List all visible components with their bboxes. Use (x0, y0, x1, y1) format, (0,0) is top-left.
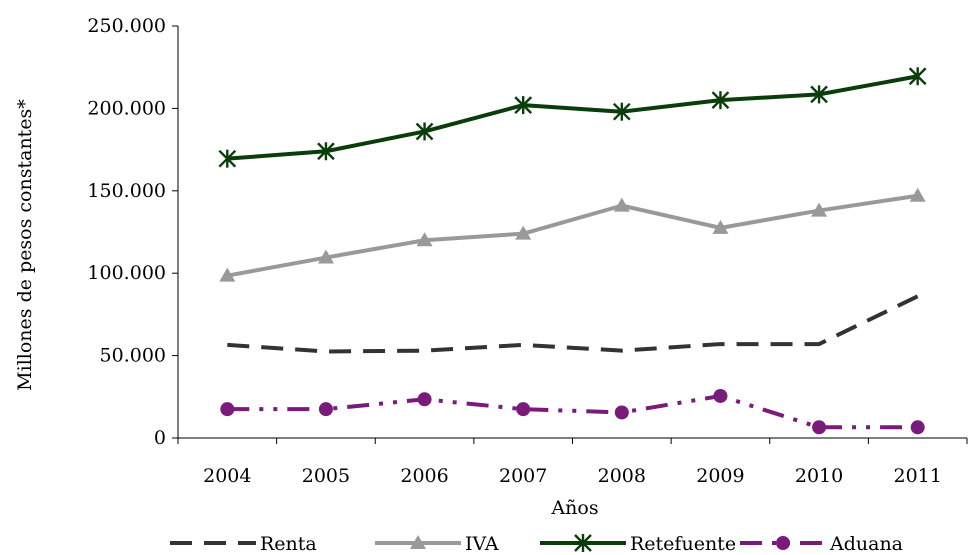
legend: Renta IVA Retefuente Aduana (170, 533, 903, 555)
x-tick-label: 2010 (795, 465, 843, 487)
legend-item-iva: IVA (375, 533, 499, 555)
legend-label-iva: IVA (465, 533, 499, 555)
data-point-iva (613, 197, 630, 212)
data-point-iva (811, 202, 828, 217)
series-renta (227, 294, 919, 354)
series-line-iva (226, 193, 918, 278)
data-point-iva (416, 232, 433, 247)
series-iva (219, 187, 926, 282)
series-line-retefuente (227, 74, 919, 161)
y-tick-label: 100.000 (87, 262, 166, 284)
y-tick-label: 200.000 (87, 97, 166, 119)
legend-marker-aduana (776, 536, 790, 550)
legend-marker-iva (410, 535, 426, 549)
y-tick-label: 250.000 (87, 15, 166, 37)
data-point-aduana (614, 405, 629, 420)
data-point-retefuente (612, 102, 631, 121)
x-axis-title: Años (550, 497, 598, 519)
y-tick-label: 50.000 (100, 345, 166, 367)
data-point-aduana (220, 402, 235, 417)
x-tick-label: 2004 (203, 465, 251, 487)
x-tick-label: 2006 (400, 465, 448, 487)
data-point-iva (317, 249, 334, 264)
data-point-retefuente (908, 67, 927, 86)
x-tick-labels: 2004 2005 2006 2007 2008 2009 2010 2011 (203, 465, 942, 487)
data-point-aduana (516, 402, 531, 417)
series-layer (218, 67, 927, 435)
data-point-retefuente (514, 96, 533, 115)
x-tick-label: 2008 (598, 465, 646, 487)
data-point-iva (219, 267, 236, 282)
data-point-aduana (812, 420, 827, 435)
x-tick-label: 2011 (894, 465, 942, 487)
y-tick-label: 150.000 (87, 180, 166, 202)
legend-item-retefuente: Retefuente (540, 533, 736, 555)
x-tick-label: 2005 (302, 465, 350, 487)
data-point-aduana (417, 392, 432, 407)
legend-item-aduana: Aduana (740, 533, 903, 555)
legend-marker-retefuente (574, 534, 592, 552)
y-tick-label: 0 (154, 427, 166, 449)
data-point-retefuente (711, 91, 730, 110)
data-point-retefuente (218, 149, 237, 168)
series-retefuente (218, 67, 927, 168)
data-point-iva (712, 219, 729, 234)
axes (172, 25, 968, 444)
series-aduana (220, 388, 925, 435)
series-line-aduana (227, 393, 918, 430)
data-point-iva (909, 187, 926, 202)
x-tick-label: 2009 (696, 465, 744, 487)
data-point-iva (515, 225, 532, 240)
data-point-aduana (318, 402, 333, 417)
legend-item-renta: Renta (170, 533, 317, 555)
x-tick-label: 2007 (499, 465, 547, 487)
data-point-aduana (910, 420, 925, 435)
data-point-retefuente (810, 85, 828, 104)
data-point-retefuente (415, 122, 434, 141)
legend-label-retefuente: Retefuente (630, 533, 736, 555)
data-point-retefuente (317, 142, 335, 161)
y-tick-labels: 0 50.000 100.000 150.000 200.000 250.000 (87, 15, 166, 449)
legend-label-renta: Renta (260, 533, 317, 555)
y-axis-title: Millones de pesos constantes* (14, 99, 36, 391)
data-point-aduana (713, 388, 728, 403)
legend-label-aduana: Aduana (829, 533, 903, 555)
series-line-renta (227, 294, 919, 354)
